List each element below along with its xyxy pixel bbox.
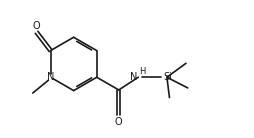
Text: O: O: [115, 117, 123, 127]
Text: N: N: [130, 72, 138, 82]
Text: Si: Si: [164, 72, 172, 82]
Text: N: N: [47, 72, 54, 82]
Text: O: O: [33, 21, 40, 31]
Text: H: H: [139, 67, 146, 76]
